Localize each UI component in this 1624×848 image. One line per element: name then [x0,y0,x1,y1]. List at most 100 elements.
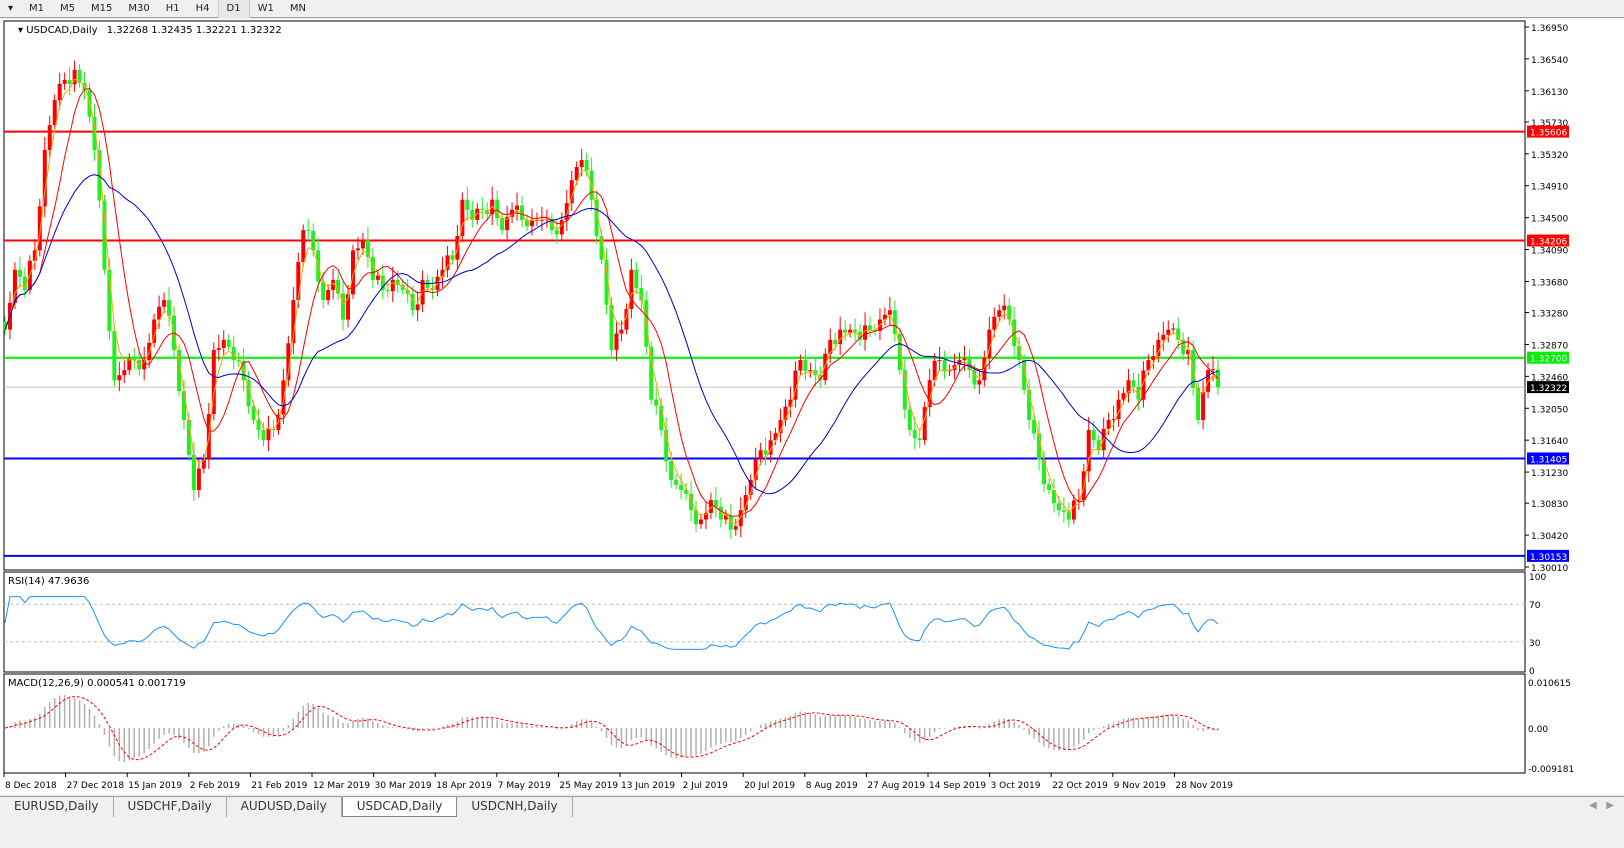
bear-candle [1066,511,1071,520]
scroll-left-icon[interactable]: ◀ [1589,800,1597,811]
bear-candle [897,333,902,371]
bear-candle [868,325,873,330]
bull-candle [1186,349,1191,355]
chart-canvas[interactable]: 1.36950 1.36540 1.36130 1.35730 1.35320 1.349… [0,19,1624,794]
bull-candle [569,180,574,204]
rsi-tick-label: 70 [1529,601,1541,611]
bear-candle [907,409,912,431]
bear-candle [689,493,694,511]
tf-h1[interactable]: H1 [165,2,180,14]
bull-candle [37,206,42,251]
price-tick-label: 1.33280 [1531,310,1568,320]
tab-scroll-arrows[interactable]: ◀ ▶ [1589,800,1614,811]
chart-header: ▾ USDCAD,Daily 1.32268 1.32435 1.32221 1… [18,25,282,36]
bull-candle [882,314,887,320]
bear-candle [554,230,559,235]
bull-candle [1116,399,1121,420]
tab-usdcnh[interactable]: USDCNH,Daily [457,797,573,817]
bull-candle [52,100,57,126]
rsi-line [4,596,1219,650]
tf-m1[interactable]: M1 [29,2,45,14]
bull-candle [117,375,122,381]
date-tick-label: 25 May 2019 [559,781,618,791]
tab-eurusd[interactable]: EURUSD,Daily [0,797,114,817]
bull-candle [624,309,629,330]
date-tick-label: 14 Sep 2019 [929,781,986,791]
bear-candle [380,275,385,290]
date-tick-label: 8 Aug 2019 [806,781,858,791]
bull-candle [211,349,216,415]
bear-candle [311,230,316,251]
bear-candle [813,370,818,376]
tf-mn[interactable]: MN [289,2,306,14]
bear-candle [1037,433,1042,460]
bull-candle [723,515,728,520]
date-tick-label: 12 Mar 2019 [313,781,370,791]
price-tick-label: 1.35320 [1531,151,1568,161]
tf-h4[interactable]: H4 [195,2,210,14]
bear-candle [500,218,505,231]
date-tick-label: 28 Nov 2019 [1175,781,1233,791]
bear-candle [17,269,22,277]
bull-candle [355,248,360,251]
bear-candle [450,255,455,260]
bear-candle [22,276,27,290]
bull-candle [42,149,47,207]
level-price-label: 1.32700 [1530,355,1567,365]
ma-mid-line [4,87,1219,517]
main-price-panel [3,20,1526,571]
bear-candle [609,304,614,350]
bull-candle [698,519,703,525]
bull-candle [72,69,77,85]
bear-candle [231,346,236,361]
bear-candle [92,116,97,150]
bear-candle [818,375,823,381]
bear-candle [763,450,768,455]
date-tick-label: 2 Jul 2019 [683,781,728,791]
bear-candle [236,360,241,362]
bull-candle [445,255,450,270]
date-tick-label: 15 Jan 2019 [128,781,182,791]
bear-candle [1131,380,1136,387]
level-price-label: 1.34206 [1530,238,1567,248]
bear-candle [321,281,326,301]
bull-candle [1201,391,1206,420]
date-tick-label: 22 Oct 2019 [1052,781,1108,791]
bull-candle [346,294,351,320]
bear-candle [1091,430,1096,441]
bull-candle [221,339,226,348]
bull-candle [559,219,564,235]
tf-m30[interactable]: M30 [128,2,150,14]
chart-window[interactable]: 1.36950 1.36540 1.36130 1.35730 1.35320 1.349… [0,19,1624,794]
tab-audusd[interactable]: AUDUSD,Daily [227,797,342,817]
tf-m5[interactable]: M5 [60,2,76,14]
bull-candle [515,205,520,210]
price-tick-label: 1.31640 [1531,437,1568,447]
bear-candle [306,230,311,232]
tab-usdcad[interactable]: USDCAD,Daily [341,797,458,817]
bear-candle [370,256,375,280]
bull-candle [301,230,306,262]
level-price-label: 1.35606 [1530,129,1567,139]
bear-candle [336,279,341,294]
bull-candle [57,83,62,101]
toolbar-menu-arrow[interactable]: ▾ [8,2,14,14]
tf-m15[interactable]: M15 [91,2,113,14]
ohlc-values: 1.32268 1.32435 1.32221 1.32322 [107,25,282,36]
tf-d1[interactable]: D1 [217,0,250,18]
bull-candle [1002,305,1007,311]
tab-usdchf[interactable]: USDCHF,Daily [114,797,227,817]
bull-candle [932,360,937,381]
bear-candle [584,160,589,171]
bull-candle [788,399,793,407]
bull-candle [62,79,67,84]
bear-candle [112,331,117,381]
bear-candle [102,200,107,270]
bear-candle [803,360,808,372]
tf-w1[interactable]: W1 [257,2,274,14]
bull-candle [828,339,833,354]
scroll-right-icon[interactable]: ▶ [1606,800,1614,811]
macd-panel [3,673,1526,774]
bull-candle [1171,328,1176,330]
bear-candle [385,289,390,292]
